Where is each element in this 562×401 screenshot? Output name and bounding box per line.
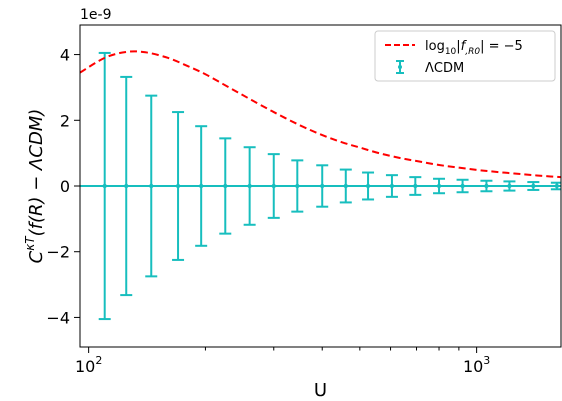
y-tick-label: 0 bbox=[60, 177, 70, 196]
series-layer bbox=[80, 50, 561, 321]
lcdm-point bbox=[175, 183, 181, 189]
legend-fr-mid: |f bbox=[456, 39, 467, 54]
lcdm-point bbox=[413, 183, 418, 189]
lcdm-point bbox=[554, 183, 560, 189]
x-axis-title: U bbox=[314, 380, 327, 401]
lcdm-errorbar bbox=[456, 178, 469, 194]
y-tick-label: −2 bbox=[46, 243, 70, 262]
lcdm-errorbar bbox=[409, 176, 422, 196]
lcdm-errorbar bbox=[527, 181, 540, 191]
y-tick-label: −4 bbox=[46, 308, 70, 327]
lcdm-point bbox=[223, 183, 228, 189]
lcdm-errorbar bbox=[195, 125, 208, 247]
lcdm-point bbox=[320, 183, 325, 189]
legend-label-lcdm: ΛCDM bbox=[425, 61, 464, 76]
lcdm-point bbox=[484, 183, 489, 189]
x-tick-label: 102 bbox=[75, 354, 102, 376]
y-offset-label: 1e-9 bbox=[80, 7, 111, 23]
legend-fr-sub: 10 bbox=[445, 47, 457, 57]
lcdm-errorbar bbox=[385, 174, 398, 198]
lcdm-point bbox=[343, 183, 348, 189]
y-tick-label: 2 bbox=[60, 111, 70, 130]
lcdm-point bbox=[247, 183, 252, 189]
x-tick-label-exp: 2 bbox=[95, 354, 102, 367]
lcdm-point bbox=[124, 183, 129, 189]
legend-label-fr: log10|f,R0| = −5 bbox=[425, 39, 523, 57]
lcdm-errorbar bbox=[339, 168, 352, 204]
lcdm-errorbar bbox=[267, 153, 280, 219]
lcdm-errorbar bbox=[480, 179, 493, 193]
y-axis-title-sup: κT bbox=[23, 235, 37, 251]
lcdm-errorbar bbox=[433, 177, 446, 195]
lcdm-point bbox=[198, 183, 204, 189]
lcdm-point bbox=[460, 183, 465, 189]
x-tick-label: 103 bbox=[463, 354, 490, 376]
x-tick-label-base: 10 bbox=[75, 357, 95, 376]
legend-fr-sub2: ,R0 bbox=[465, 47, 480, 57]
lcdm-point bbox=[389, 183, 395, 189]
legend-fr-post: | = −5 bbox=[480, 39, 523, 54]
lcdm-point bbox=[149, 183, 154, 189]
lcdm-errorbar bbox=[291, 159, 304, 213]
lcdm-errorbar bbox=[120, 75, 133, 297]
x-tick-label-base: 10 bbox=[463, 357, 483, 376]
legend-box bbox=[374, 30, 556, 82]
lcdm-point bbox=[102, 183, 107, 189]
lcdm-errorbar bbox=[145, 94, 158, 278]
legend-fr-pre: log bbox=[425, 39, 445, 54]
lcdm-errorbar bbox=[316, 164, 329, 208]
lcdm-errorbar bbox=[172, 111, 185, 261]
y-axis-title-base: C bbox=[26, 250, 47, 263]
lcdm-errorbar bbox=[243, 146, 256, 226]
lcdm-series bbox=[80, 51, 561, 321]
lcdm-point bbox=[507, 183, 512, 189]
lcdm-point bbox=[436, 183, 442, 189]
lcdm-errorbar bbox=[98, 51, 111, 321]
legend: log10|f,R0| = −5 ΛCDM bbox=[374, 30, 556, 82]
lcdm-point bbox=[295, 183, 300, 189]
lcdm-point bbox=[365, 183, 371, 189]
y-axis-title-rest: (f(R) − ΛCDM) bbox=[26, 109, 47, 237]
x-tick-label-exp: 3 bbox=[483, 354, 490, 367]
fr-curve bbox=[80, 50, 561, 179]
lcdm-point bbox=[271, 183, 276, 189]
lcdm-point bbox=[531, 183, 536, 189]
legend-errorbar-point bbox=[398, 65, 402, 69]
lcdm-errorbar bbox=[219, 137, 232, 235]
lcdm-errorbar bbox=[362, 171, 375, 201]
y-tick-label: 4 bbox=[60, 46, 70, 65]
lcdm-errorbar bbox=[503, 180, 516, 192]
legend-swatch-lcdm bbox=[396, 60, 404, 74]
y-axis-title: CκT(f(R) − ΛCDM) bbox=[23, 109, 47, 264]
